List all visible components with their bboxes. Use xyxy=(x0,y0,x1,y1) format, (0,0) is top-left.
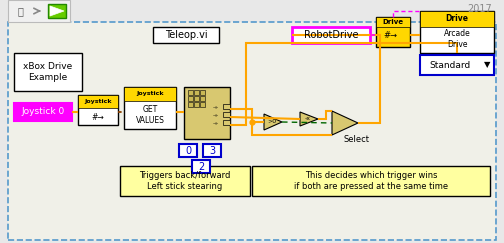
Text: This decides which trigger wins
if both are pressed at the same time: This decides which trigger wins if both … xyxy=(294,171,448,191)
Text: ✋: ✋ xyxy=(17,6,23,16)
Text: Select: Select xyxy=(343,136,369,145)
Text: Drive: Drive xyxy=(446,15,469,24)
Polygon shape xyxy=(300,112,318,126)
FancyBboxPatch shape xyxy=(203,144,221,157)
Polygon shape xyxy=(50,6,64,16)
FancyBboxPatch shape xyxy=(120,166,250,196)
FancyBboxPatch shape xyxy=(14,53,82,91)
Text: ·÷: ·÷ xyxy=(213,112,219,117)
FancyBboxPatch shape xyxy=(8,22,496,240)
FancyBboxPatch shape xyxy=(124,87,176,101)
FancyBboxPatch shape xyxy=(376,17,410,27)
FancyBboxPatch shape xyxy=(420,11,494,27)
FancyBboxPatch shape xyxy=(153,27,219,43)
FancyBboxPatch shape xyxy=(188,96,193,101)
FancyBboxPatch shape xyxy=(223,120,230,125)
Text: >0: >0 xyxy=(268,120,277,124)
Text: Teleop.vi: Teleop.vi xyxy=(165,30,207,40)
FancyBboxPatch shape xyxy=(188,102,193,107)
Text: Joystick: Joystick xyxy=(84,99,112,104)
FancyBboxPatch shape xyxy=(184,87,230,139)
FancyBboxPatch shape xyxy=(179,144,197,157)
FancyBboxPatch shape xyxy=(200,102,205,107)
FancyBboxPatch shape xyxy=(223,112,230,117)
Text: Arcade
Drive: Arcade Drive xyxy=(444,29,470,49)
FancyBboxPatch shape xyxy=(200,90,205,95)
FancyBboxPatch shape xyxy=(14,103,72,121)
Text: #→: #→ xyxy=(383,32,397,41)
FancyBboxPatch shape xyxy=(223,104,230,109)
FancyBboxPatch shape xyxy=(420,11,494,53)
Text: Drive: Drive xyxy=(383,19,404,25)
FancyBboxPatch shape xyxy=(192,160,210,173)
FancyBboxPatch shape xyxy=(194,102,199,107)
FancyBboxPatch shape xyxy=(78,95,118,125)
Text: RobotDrive: RobotDrive xyxy=(304,30,358,40)
Text: 0: 0 xyxy=(185,146,191,156)
Text: Standard: Standard xyxy=(429,61,471,69)
Text: ▼: ▼ xyxy=(484,61,490,69)
FancyBboxPatch shape xyxy=(194,90,199,95)
Text: 2017: 2017 xyxy=(467,4,492,14)
Text: -x: -x xyxy=(305,116,311,122)
FancyBboxPatch shape xyxy=(194,96,199,101)
FancyBboxPatch shape xyxy=(292,27,370,43)
Text: xBox Drive
Example: xBox Drive Example xyxy=(23,62,73,82)
Text: 2: 2 xyxy=(198,162,204,172)
Text: Triggers back/forward
Left stick stearing: Triggers back/forward Left stick stearin… xyxy=(139,171,231,191)
Text: Joystick: Joystick xyxy=(136,92,164,96)
Text: ·÷: ·÷ xyxy=(213,104,219,109)
Text: #→: #→ xyxy=(92,113,104,122)
FancyBboxPatch shape xyxy=(124,87,176,129)
Polygon shape xyxy=(264,114,282,130)
Text: 3: 3 xyxy=(209,146,215,156)
Text: Joystick 0: Joystick 0 xyxy=(21,107,65,116)
FancyBboxPatch shape xyxy=(376,17,410,47)
FancyBboxPatch shape xyxy=(188,90,193,95)
Text: ·÷: ·÷ xyxy=(213,120,219,125)
FancyBboxPatch shape xyxy=(252,166,490,196)
FancyBboxPatch shape xyxy=(78,95,118,108)
Text: GET
VALUES: GET VALUES xyxy=(136,105,164,125)
Polygon shape xyxy=(332,111,358,135)
FancyBboxPatch shape xyxy=(48,4,66,18)
FancyBboxPatch shape xyxy=(420,55,494,75)
FancyBboxPatch shape xyxy=(200,96,205,101)
FancyBboxPatch shape xyxy=(8,0,70,22)
